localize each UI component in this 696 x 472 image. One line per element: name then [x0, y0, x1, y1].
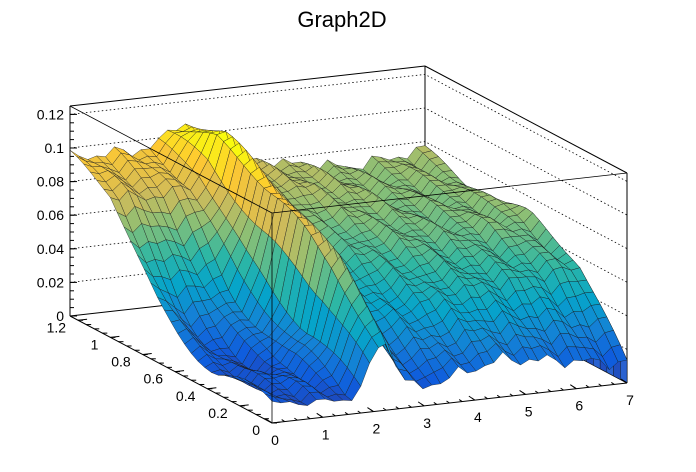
x-minor-tick	[408, 404, 412, 408]
x-tick-label: 0	[271, 432, 279, 448]
x-minor-tick	[319, 414, 323, 418]
surface-cell	[611, 344, 628, 363]
z-axis: 0 0.02 0.04 0.06 0.08 0.1 0.12	[37, 106, 77, 324]
frame-edge	[69, 105, 273, 214]
x-minor-tick	[344, 412, 349, 415]
z-tick-label: 0.08	[37, 174, 64, 190]
x-minor-tick	[573, 386, 577, 390]
x-minor-tick	[547, 389, 552, 392]
x-tick-label: 6	[575, 398, 583, 414]
z-tick-label: 0.04	[37, 241, 64, 257]
x-minor-tick	[268, 420, 273, 424]
x-tick-label: 1	[322, 426, 330, 442]
frame-edge	[271, 172, 628, 214]
z-tick-label: 0	[56, 308, 64, 324]
x-minor-tick	[370, 409, 374, 412]
x-minor-tick	[585, 384, 590, 388]
z-tick-label: 0.06	[37, 207, 64, 223]
z-gridline	[69, 107, 628, 216]
x-minor-tick	[458, 399, 463, 402]
x-minor-tick	[281, 419, 285, 422]
x-minor-tick	[560, 387, 564, 391]
x-minor-tick	[332, 413, 336, 417]
y-tick-label: 0.2	[208, 405, 228, 421]
x-minor-tick	[306, 416, 311, 420]
x-tick-label: 7	[626, 392, 634, 408]
x-tick-label: 2	[373, 421, 381, 437]
z-tick-label: 0.12	[37, 106, 64, 122]
x-minor-tick	[484, 396, 488, 400]
x-minor-tick	[611, 382, 615, 385]
x-minor-tick	[382, 407, 387, 411]
x-minor-tick	[446, 400, 450, 404]
x-minor-tick	[433, 402, 438, 405]
x-minor-tick	[534, 390, 539, 394]
y-axis-line	[69, 315, 273, 424]
y-tick-label: 0.6	[144, 371, 164, 387]
x-tick-label: 5	[525, 403, 533, 419]
y-tick-label: 0	[252, 422, 260, 438]
x-minor-tick	[623, 380, 628, 384]
x-minor-tick	[294, 417, 298, 421]
x-tick-label: 4	[474, 409, 482, 425]
y-tick-label: 1	[91, 336, 99, 352]
y-tick-label: 1.2	[47, 319, 67, 335]
z-tick-label: 0.02	[37, 274, 64, 290]
z-gridline	[69, 73, 628, 182]
z-gridline	[69, 141, 628, 249]
x-minor-tick	[522, 392, 526, 395]
chart-title: Graph2D	[297, 7, 386, 32]
x-minor-tick	[471, 397, 476, 401]
y-tick-label: 0.4	[176, 388, 196, 404]
x-axis: 0 1 2 3 4 5 6 7	[265, 378, 634, 448]
frame-edge	[424, 65, 628, 174]
surface-mesh	[69, 123, 628, 406]
x-minor-tick	[395, 406, 400, 410]
y-axis: 0 0.2 0.4 0.6 0.8 1 1.2	[47, 315, 282, 438]
x-minor-tick	[598, 383, 602, 387]
frame-edge	[69, 65, 426, 107]
z-tick-label: 0.1	[45, 140, 65, 156]
x-tick-label: 3	[423, 415, 431, 431]
y-tick-label: 0.8	[111, 354, 131, 370]
x-minor-tick	[420, 403, 425, 407]
x-minor-tick	[357, 410, 362, 414]
x-minor-tick	[509, 393, 514, 397]
x-minor-tick	[496, 394, 501, 398]
